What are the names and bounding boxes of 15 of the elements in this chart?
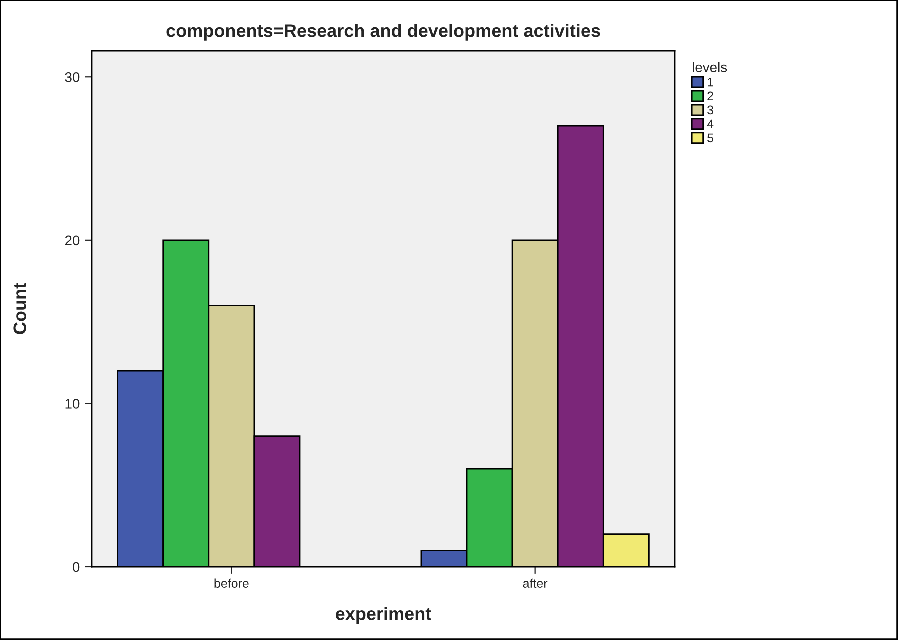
y-tick-label: 30 xyxy=(65,72,80,82)
x-tick-label: after xyxy=(523,578,548,588)
legend-title: levels xyxy=(693,62,728,72)
y-axis-title: Count xyxy=(14,283,26,334)
y-tick-label: 20 xyxy=(65,236,80,246)
legend-label: 1 xyxy=(708,78,714,87)
legend-label: 5 xyxy=(708,134,714,143)
legend-label: 2 xyxy=(708,92,714,101)
legend-label: 4 xyxy=(707,120,714,128)
legend-label: 3 xyxy=(708,106,714,115)
y-tick-label: 10 xyxy=(66,399,80,409)
x-axis-title: experiment xyxy=(336,607,432,624)
y-tick-label: 0 xyxy=(73,562,80,572)
chart-title: components=Research and development activities xyxy=(166,24,600,41)
x-tick-label: before xyxy=(214,578,249,588)
